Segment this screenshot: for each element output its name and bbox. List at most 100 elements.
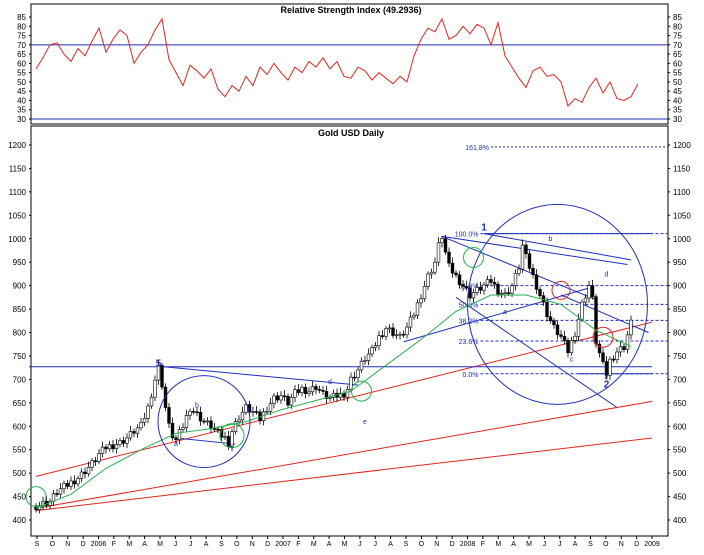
rsi-tick-label-left: 40 (17, 96, 26, 105)
fibonacci-label: 161.8% (465, 145, 489, 152)
candle (286, 395, 290, 406)
candle (223, 436, 227, 438)
candle (349, 376, 353, 390)
wave-label: 2 (604, 379, 610, 390)
candle (555, 324, 560, 336)
x-tick-label: A (388, 541, 393, 548)
candle (366, 353, 371, 361)
candle (534, 274, 539, 290)
rsi-tick-label-right: 85 (673, 13, 682, 22)
candle (310, 386, 315, 393)
candle (272, 395, 276, 404)
candle (520, 244, 525, 270)
candle (303, 386, 308, 394)
candle (132, 431, 136, 434)
x-tick-label: N (619, 541, 624, 548)
candle (485, 279, 490, 286)
candle (300, 386, 304, 393)
candle (62, 483, 66, 490)
x-tick-label: S (404, 541, 409, 548)
x-tick-label: A (327, 541, 332, 548)
candle (583, 297, 588, 303)
candle (492, 282, 497, 285)
pattern-line (483, 233, 632, 261)
x-tick-label: S (588, 541, 593, 548)
x-tick-label: M (157, 541, 163, 548)
candle (531, 268, 535, 276)
candle (426, 273, 430, 287)
candle (447, 251, 451, 264)
candle (58, 488, 63, 495)
x-tick-label: M (126, 541, 132, 548)
price-tick-label-right: 600 (673, 422, 687, 431)
x-tick-label: 2009 (644, 541, 660, 548)
wave-label: a (174, 441, 178, 448)
price-tick-label-left: 700 (13, 375, 27, 384)
x-tick-label: O (603, 541, 609, 548)
price-tick-label-left: 450 (13, 493, 27, 502)
candle (580, 301, 584, 320)
price-tick-label-right: 1100 (673, 188, 691, 197)
wave-label: a (503, 309, 507, 316)
rsi-tick-label-right: 80 (673, 22, 682, 31)
x-tick-label: N (65, 541, 70, 548)
candle (65, 483, 70, 487)
candle (188, 410, 192, 416)
candle (370, 347, 374, 355)
price-tick-label-left: 1000 (8, 235, 26, 244)
x-tick-label: J (189, 541, 193, 548)
wave-label: e (605, 374, 609, 381)
candle (562, 336, 567, 341)
candle (576, 318, 581, 337)
candle (359, 360, 364, 371)
price-tick-label-right: 1050 (673, 211, 691, 220)
candle (317, 389, 322, 391)
price-tick-label-right: 400 (673, 516, 687, 525)
candle (282, 395, 287, 398)
candle (391, 327, 395, 336)
candle (181, 427, 185, 430)
candle (254, 411, 259, 413)
x-tick-label: S (219, 541, 224, 548)
x-tick-label: 2006 (91, 541, 107, 548)
candle (86, 466, 91, 475)
candle (289, 397, 294, 406)
rsi-tick-label-right: 70 (673, 41, 682, 50)
candle (475, 287, 479, 293)
moving-average-line (35, 294, 632, 509)
candle (478, 287, 483, 291)
candle (198, 411, 203, 422)
price-tick-label-right: 1150 (673, 164, 691, 173)
wave-label: e (363, 419, 367, 426)
candle (422, 286, 427, 300)
candle (244, 404, 248, 413)
pattern-line (455, 296, 618, 408)
pattern-line (403, 287, 590, 343)
wave-label: b (549, 236, 553, 243)
candle (104, 446, 108, 450)
highlight-circle-green (463, 247, 484, 268)
price-tick-label-left: 1200 (8, 141, 26, 150)
candle (177, 429, 182, 440)
candle (79, 471, 84, 479)
candle (128, 431, 133, 439)
candle (212, 428, 217, 430)
candle (170, 422, 175, 439)
wave-label: c (230, 443, 234, 450)
price-tick-label-right: 950 (673, 258, 687, 267)
candle (538, 289, 542, 297)
pattern-circle-2006 (157, 375, 251, 469)
x-tick-label: J (358, 541, 362, 548)
rsi-line (35, 17, 639, 107)
price-tick-label-left: 500 (13, 469, 27, 478)
candle (436, 242, 441, 263)
price-panel: 400 400 450 450 500 500 550 550 600 600 650 650 700 7… (8, 141, 691, 548)
candle (625, 334, 630, 350)
candle (146, 405, 150, 419)
candle (524, 244, 528, 255)
fibonacci-label: 23.6% (459, 339, 479, 346)
candle (429, 271, 434, 275)
red-trendline (35, 437, 653, 512)
candle (597, 343, 602, 354)
